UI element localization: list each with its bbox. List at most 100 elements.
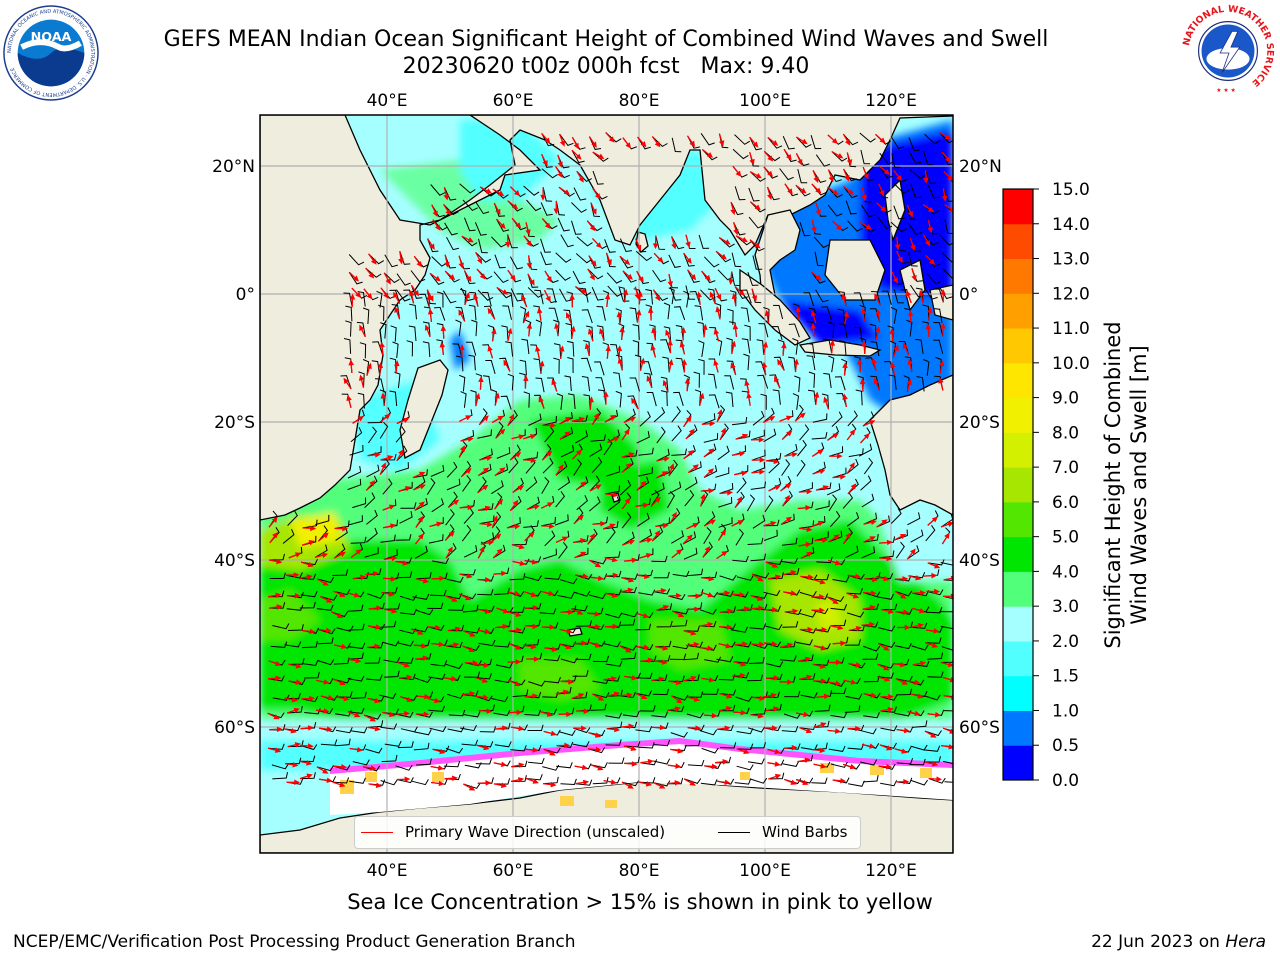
wave-arrow-head <box>686 534 693 541</box>
wind-barb <box>830 604 848 611</box>
wave-arrow-head <box>566 312 572 319</box>
wave-arrow-head <box>869 743 876 749</box>
wind-barb <box>535 319 543 337</box>
wave-arrow-head <box>546 450 553 457</box>
wave-arrow-head <box>354 592 361 598</box>
wind-barb <box>350 691 367 699</box>
wind-barb <box>436 291 444 308</box>
wind-barb <box>587 624 605 631</box>
wind-barb <box>708 394 720 409</box>
wave-arrow-head <box>369 716 377 722</box>
wind-barb <box>301 659 319 667</box>
wave-arrow-head <box>497 415 504 422</box>
wind-barb <box>687 568 704 577</box>
wind-barb <box>478 503 494 511</box>
wave-arrow-head <box>870 519 877 526</box>
wind-barb <box>576 170 592 183</box>
wind-barb <box>858 443 873 457</box>
wind-barb <box>733 222 746 236</box>
wave-arrow-head <box>306 760 313 766</box>
wind-barb <box>944 781 953 783</box>
wave-arrow-head <box>693 641 700 648</box>
wind-barb <box>376 290 383 308</box>
wind-barb <box>880 603 898 611</box>
wave-arrow-head <box>530 433 537 440</box>
wave-arrow-head <box>294 552 302 558</box>
wind-barb <box>396 571 413 579</box>
wave-arrow-head <box>813 391 820 398</box>
wind-barb <box>605 739 622 746</box>
wind-barb <box>799 590 817 597</box>
wave-arrow-head <box>326 726 333 732</box>
wave-arrow-head <box>768 416 776 422</box>
wind-barb <box>604 239 616 253</box>
wave-arrow-head <box>636 244 642 252</box>
wave-arrow-head <box>820 645 827 651</box>
wave-arrow-head <box>785 415 793 421</box>
wind-barb <box>827 680 845 687</box>
wind-barb <box>413 742 430 751</box>
wind-barb <box>508 627 526 634</box>
wind-barb <box>684 739 701 747</box>
wave-arrow-head <box>276 558 283 565</box>
wave-arrow-head <box>674 780 681 786</box>
colorbar-tick-label: 11.0 <box>1052 319 1090 339</box>
wind-barb <box>470 389 477 407</box>
wind-barb <box>461 524 472 542</box>
wave-arrow-head <box>807 626 814 633</box>
wind-barb <box>345 305 353 322</box>
wave-arrow-head <box>485 188 492 194</box>
wind-barb <box>813 236 830 249</box>
wave-arrow-head <box>704 274 711 282</box>
wave-arrow-head <box>481 677 489 683</box>
wind-barb <box>463 627 481 634</box>
colorbar-swatch <box>1003 640 1033 677</box>
wind-barb <box>943 595 953 600</box>
wave-arrow-head <box>654 141 661 148</box>
wind-barb <box>414 677 432 683</box>
wave-arrow-head <box>907 310 914 317</box>
wind-barb <box>846 588 863 595</box>
wave-arrow-head <box>393 360 400 367</box>
wave-arrow-head <box>690 675 697 682</box>
wind-barb <box>827 186 843 199</box>
wave-arrow-head <box>817 449 824 455</box>
wind-barb <box>781 537 798 546</box>
wave-arrow-head <box>550 730 557 737</box>
wave-arrow-head <box>879 190 885 197</box>
wave-arrow-head <box>294 592 301 599</box>
wind-barb <box>362 307 370 325</box>
wind-barb <box>621 512 632 529</box>
wave-arrow-head <box>547 502 554 508</box>
wind-barb <box>443 760 461 768</box>
wave-arrow-head <box>759 457 766 463</box>
wind-barb <box>655 235 666 250</box>
wave-arrow-head <box>307 725 314 731</box>
wind-barb <box>693 371 700 388</box>
wave-arrow-head <box>546 711 554 717</box>
wind-barb <box>335 738 351 747</box>
wind-barb <box>477 476 487 494</box>
wind-barb <box>752 255 763 270</box>
wave-arrow-head <box>581 725 587 732</box>
wind-barb <box>734 491 745 509</box>
wave-arrow-head <box>374 697 381 704</box>
wave-arrow-head <box>360 574 367 581</box>
colorbar-tick-label: 6.0 <box>1052 493 1079 513</box>
wave-arrow-head <box>557 464 564 471</box>
wind-barb <box>698 358 705 375</box>
wave-arrow-head <box>564 416 572 423</box>
wind-barb <box>378 304 385 321</box>
wind-barb <box>475 695 493 702</box>
wind-barb <box>714 302 722 320</box>
wave-arrow-head <box>730 340 737 347</box>
wind-barb <box>605 612 623 619</box>
wind-barb <box>635 726 653 733</box>
wave-arrow-head <box>635 309 642 316</box>
wave-arrow-head <box>391 555 398 562</box>
wave-arrow-head <box>800 187 807 194</box>
wind-barb <box>635 623 652 631</box>
wind-barb <box>272 772 288 780</box>
wind-barb <box>639 529 653 543</box>
wave-arrow-head <box>902 342 909 350</box>
